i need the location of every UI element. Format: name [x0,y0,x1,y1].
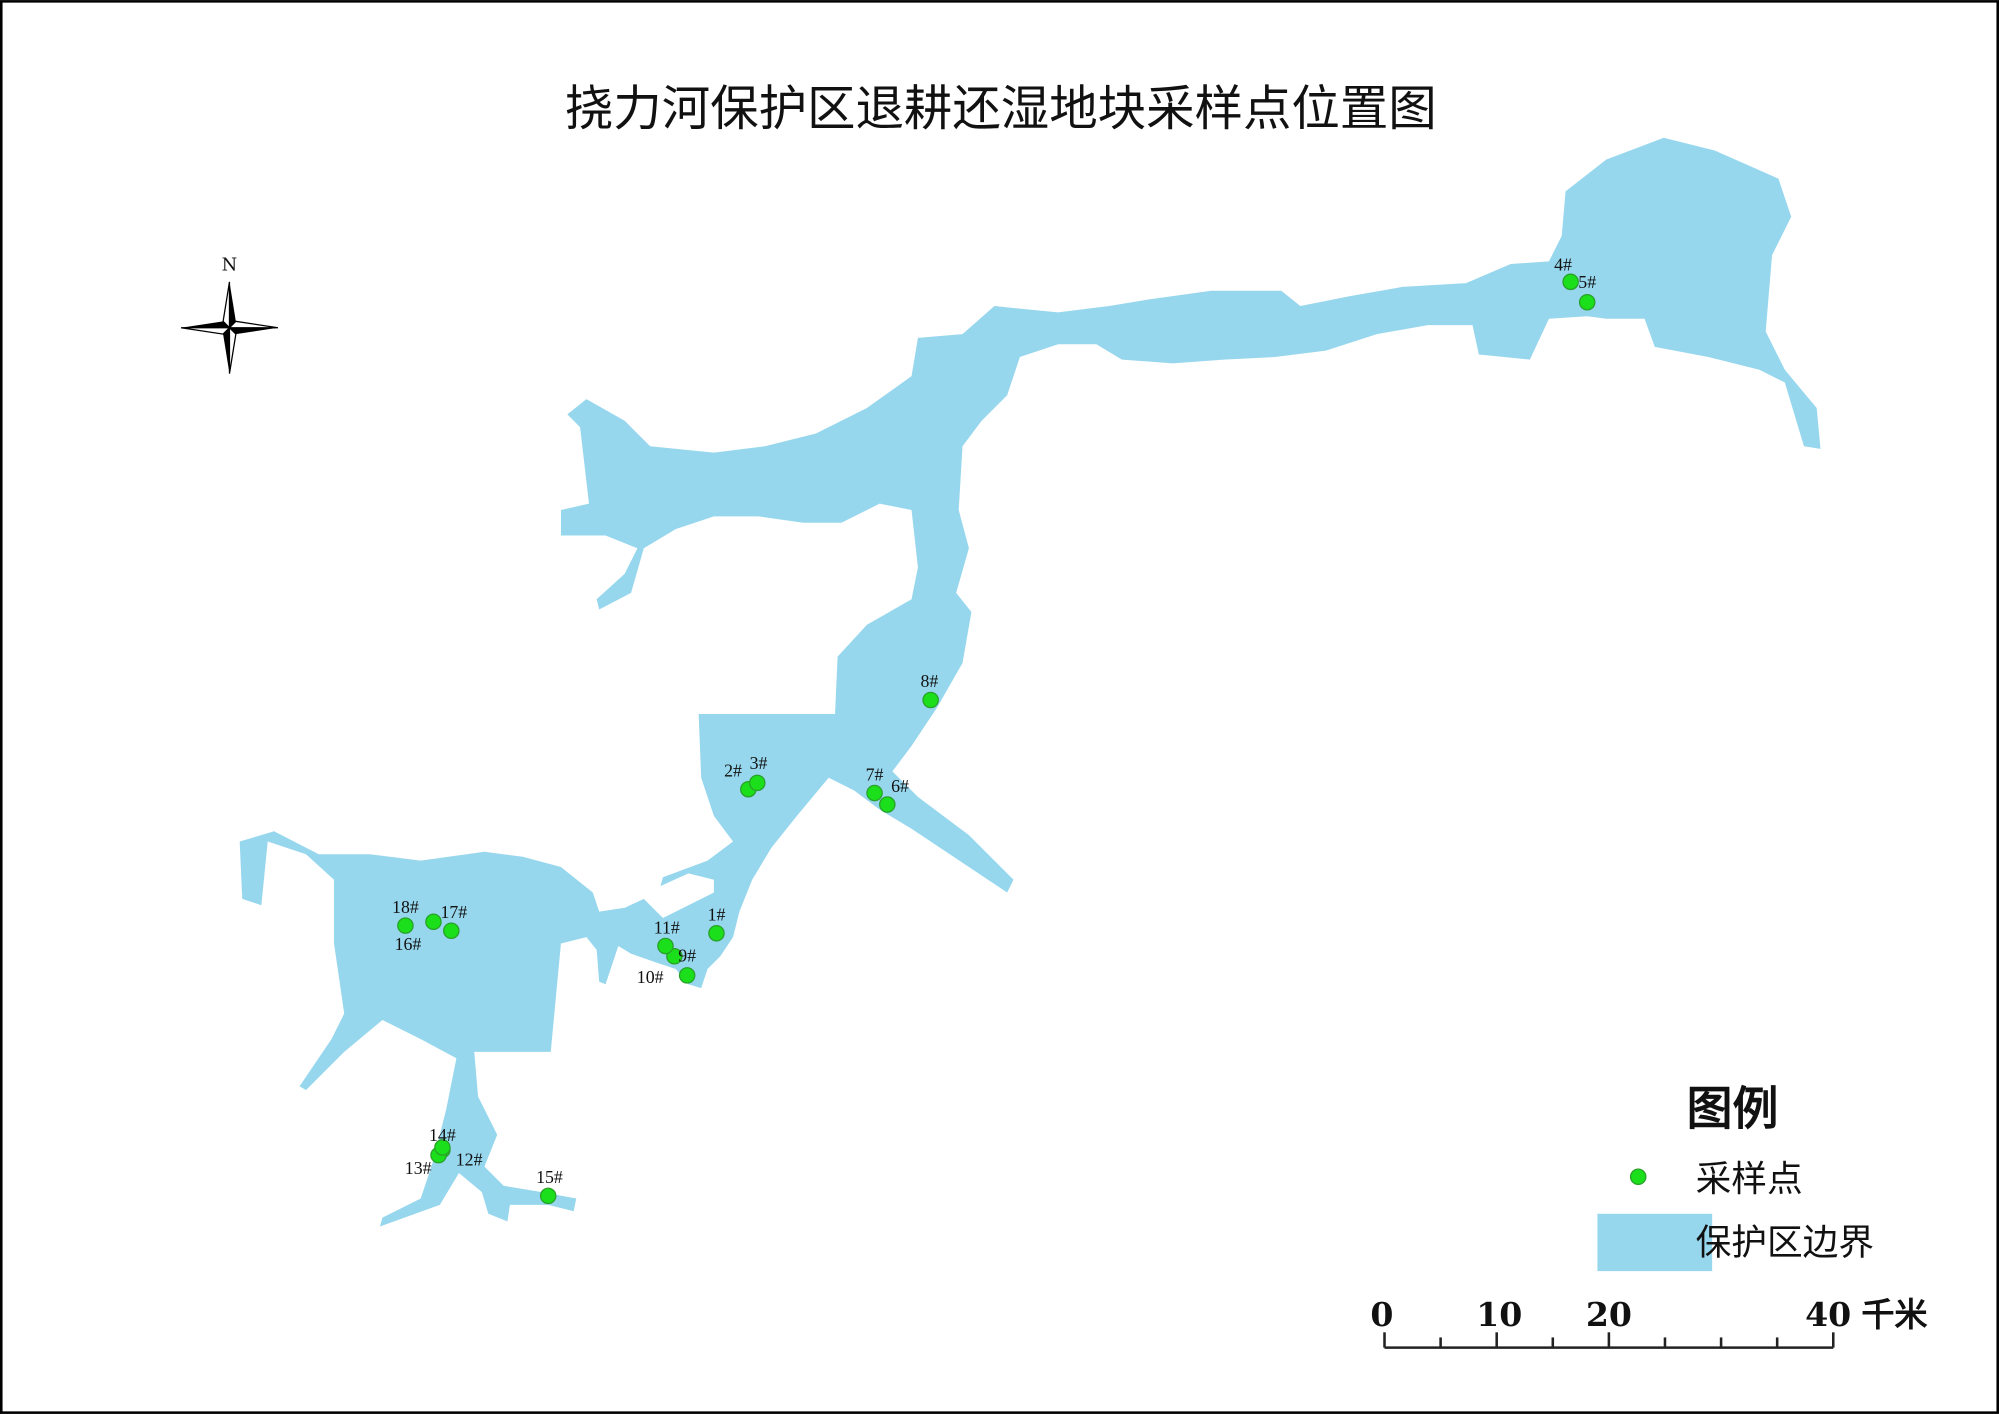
sample-point-label: 1# [708,905,726,925]
sample-point-label: 9# [678,945,696,965]
legend-title: 图例 [1687,1082,1779,1136]
map-title: 挠力河保护区退耕还湿地块采样点位置图 [565,81,1437,137]
sample-point-marker [708,925,725,942]
sample-point-label: 15# [536,1167,563,1187]
sample-point-marker [434,1139,451,1156]
legend-item-label: 保护区边界 [1696,1223,1874,1264]
sample-point-label: 8# [920,671,938,691]
sample-point-label: 2# [724,760,742,780]
sample-point-label: 5# [1578,272,1596,292]
sample-point-label: 18# [392,897,419,917]
scale-tick-label: 10 [1476,1295,1522,1334]
sample-point-label: 7# [866,764,884,784]
sample-point-label: 4# [1554,254,1572,274]
scale-unit: 千米 [1861,1295,1928,1334]
sample-point-label: 10# [637,967,664,987]
legend-item-label: 采样点 [1696,1159,1803,1200]
legend-reserve-symbol [1597,1213,1713,1272]
scale-bar [1383,1332,1835,1349]
sample-point-label: 13# [405,1158,432,1178]
sample-point-marker [443,922,460,940]
sample-points-layer: 1# 2# 3# 4# 5# 6# 7# 8# 9# 10# 11# 12# 13# 14# 15# 16# 1… [392,254,1596,1205]
sample-point-label: 11# [654,917,680,937]
sample-point-marker [866,784,883,802]
sample-point-label: 6# [891,776,909,796]
sample-point-marker [657,937,674,955]
scale-tick-label: 20 [1586,1295,1632,1334]
sample-point-marker [678,967,696,984]
sample-point-label: 16# [395,934,422,954]
sample-point-marker [425,913,442,931]
sample-point-label: 12# [456,1149,483,1169]
sample-point-marker [1562,273,1579,291]
sample-point-label: 14# [429,1125,456,1145]
sample-point-label: 3# [750,753,768,773]
sample-point-marker [1578,293,1596,311]
sample-point-marker [748,774,766,792]
sample-point-marker [922,691,939,709]
sample-point-label: 17# [440,902,467,922]
scale-tick-label: 0 [1370,1295,1393,1334]
sample-point-marker [879,796,896,813]
reserve-boundary-area [239,137,1821,1227]
legend: 图例 采样点 保护区边界 [1597,1082,1874,1272]
legend-sample-point-symbol [1629,1168,1647,1186]
scale-tick-label: 40 [1805,1295,1851,1334]
north-arrow-compass-icon: N [180,254,279,374]
sample-point-marker [539,1187,557,1205]
north-label: N [222,254,238,275]
scale-labels: 0 10 20 40 千米 [1370,1295,1928,1334]
sample-point-marker [397,917,414,934]
